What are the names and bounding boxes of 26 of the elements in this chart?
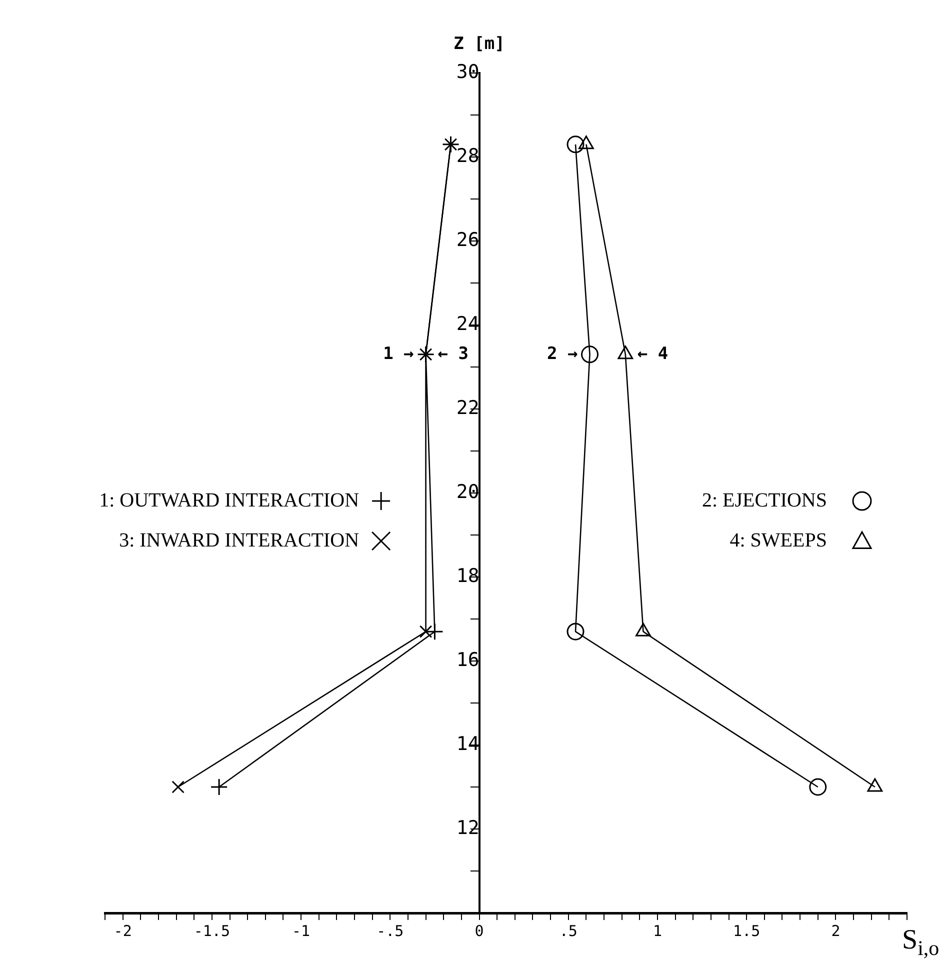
annotation: 2 → [547,344,578,364]
y-tick-label: 28 [456,144,480,167]
legend-label: 4: SWEEPS [730,529,827,552]
x-tick-label: -1 [292,922,310,940]
x-tick-label: 1.5 [733,922,760,940]
legend-label: 1: OUTWARD INTERACTION [99,489,360,512]
y-tick-label: 26 [456,228,480,251]
y-axis-title: Z [m] [454,34,505,54]
x-tick-label: .5 [559,922,578,940]
legend-label: 2: EJECTIONS [702,489,827,512]
x-tick-label: 1 [652,922,662,940]
legend-label: 3: INWARD INTERACTION [119,529,360,552]
x-tick-label: -2 [114,922,132,940]
annotation: ← 3 [438,344,469,364]
x-tick-label: -.5 [376,922,404,940]
annotation: ← 4 [637,344,668,364]
y-tick-label: 16 [456,648,480,671]
x-tick-label: -1.5 [194,922,230,940]
y-tick-label: 12 [456,816,480,839]
y-tick-label: 22 [456,396,480,419]
y-tick-label: 18 [456,564,480,587]
annotation: 1 → [383,344,414,364]
x-tick-label: 0 [474,922,484,940]
x-tick-label: 2 [831,922,840,940]
y-tick-label: 30 [456,60,480,83]
y-tick-label: 20 [456,480,480,503]
